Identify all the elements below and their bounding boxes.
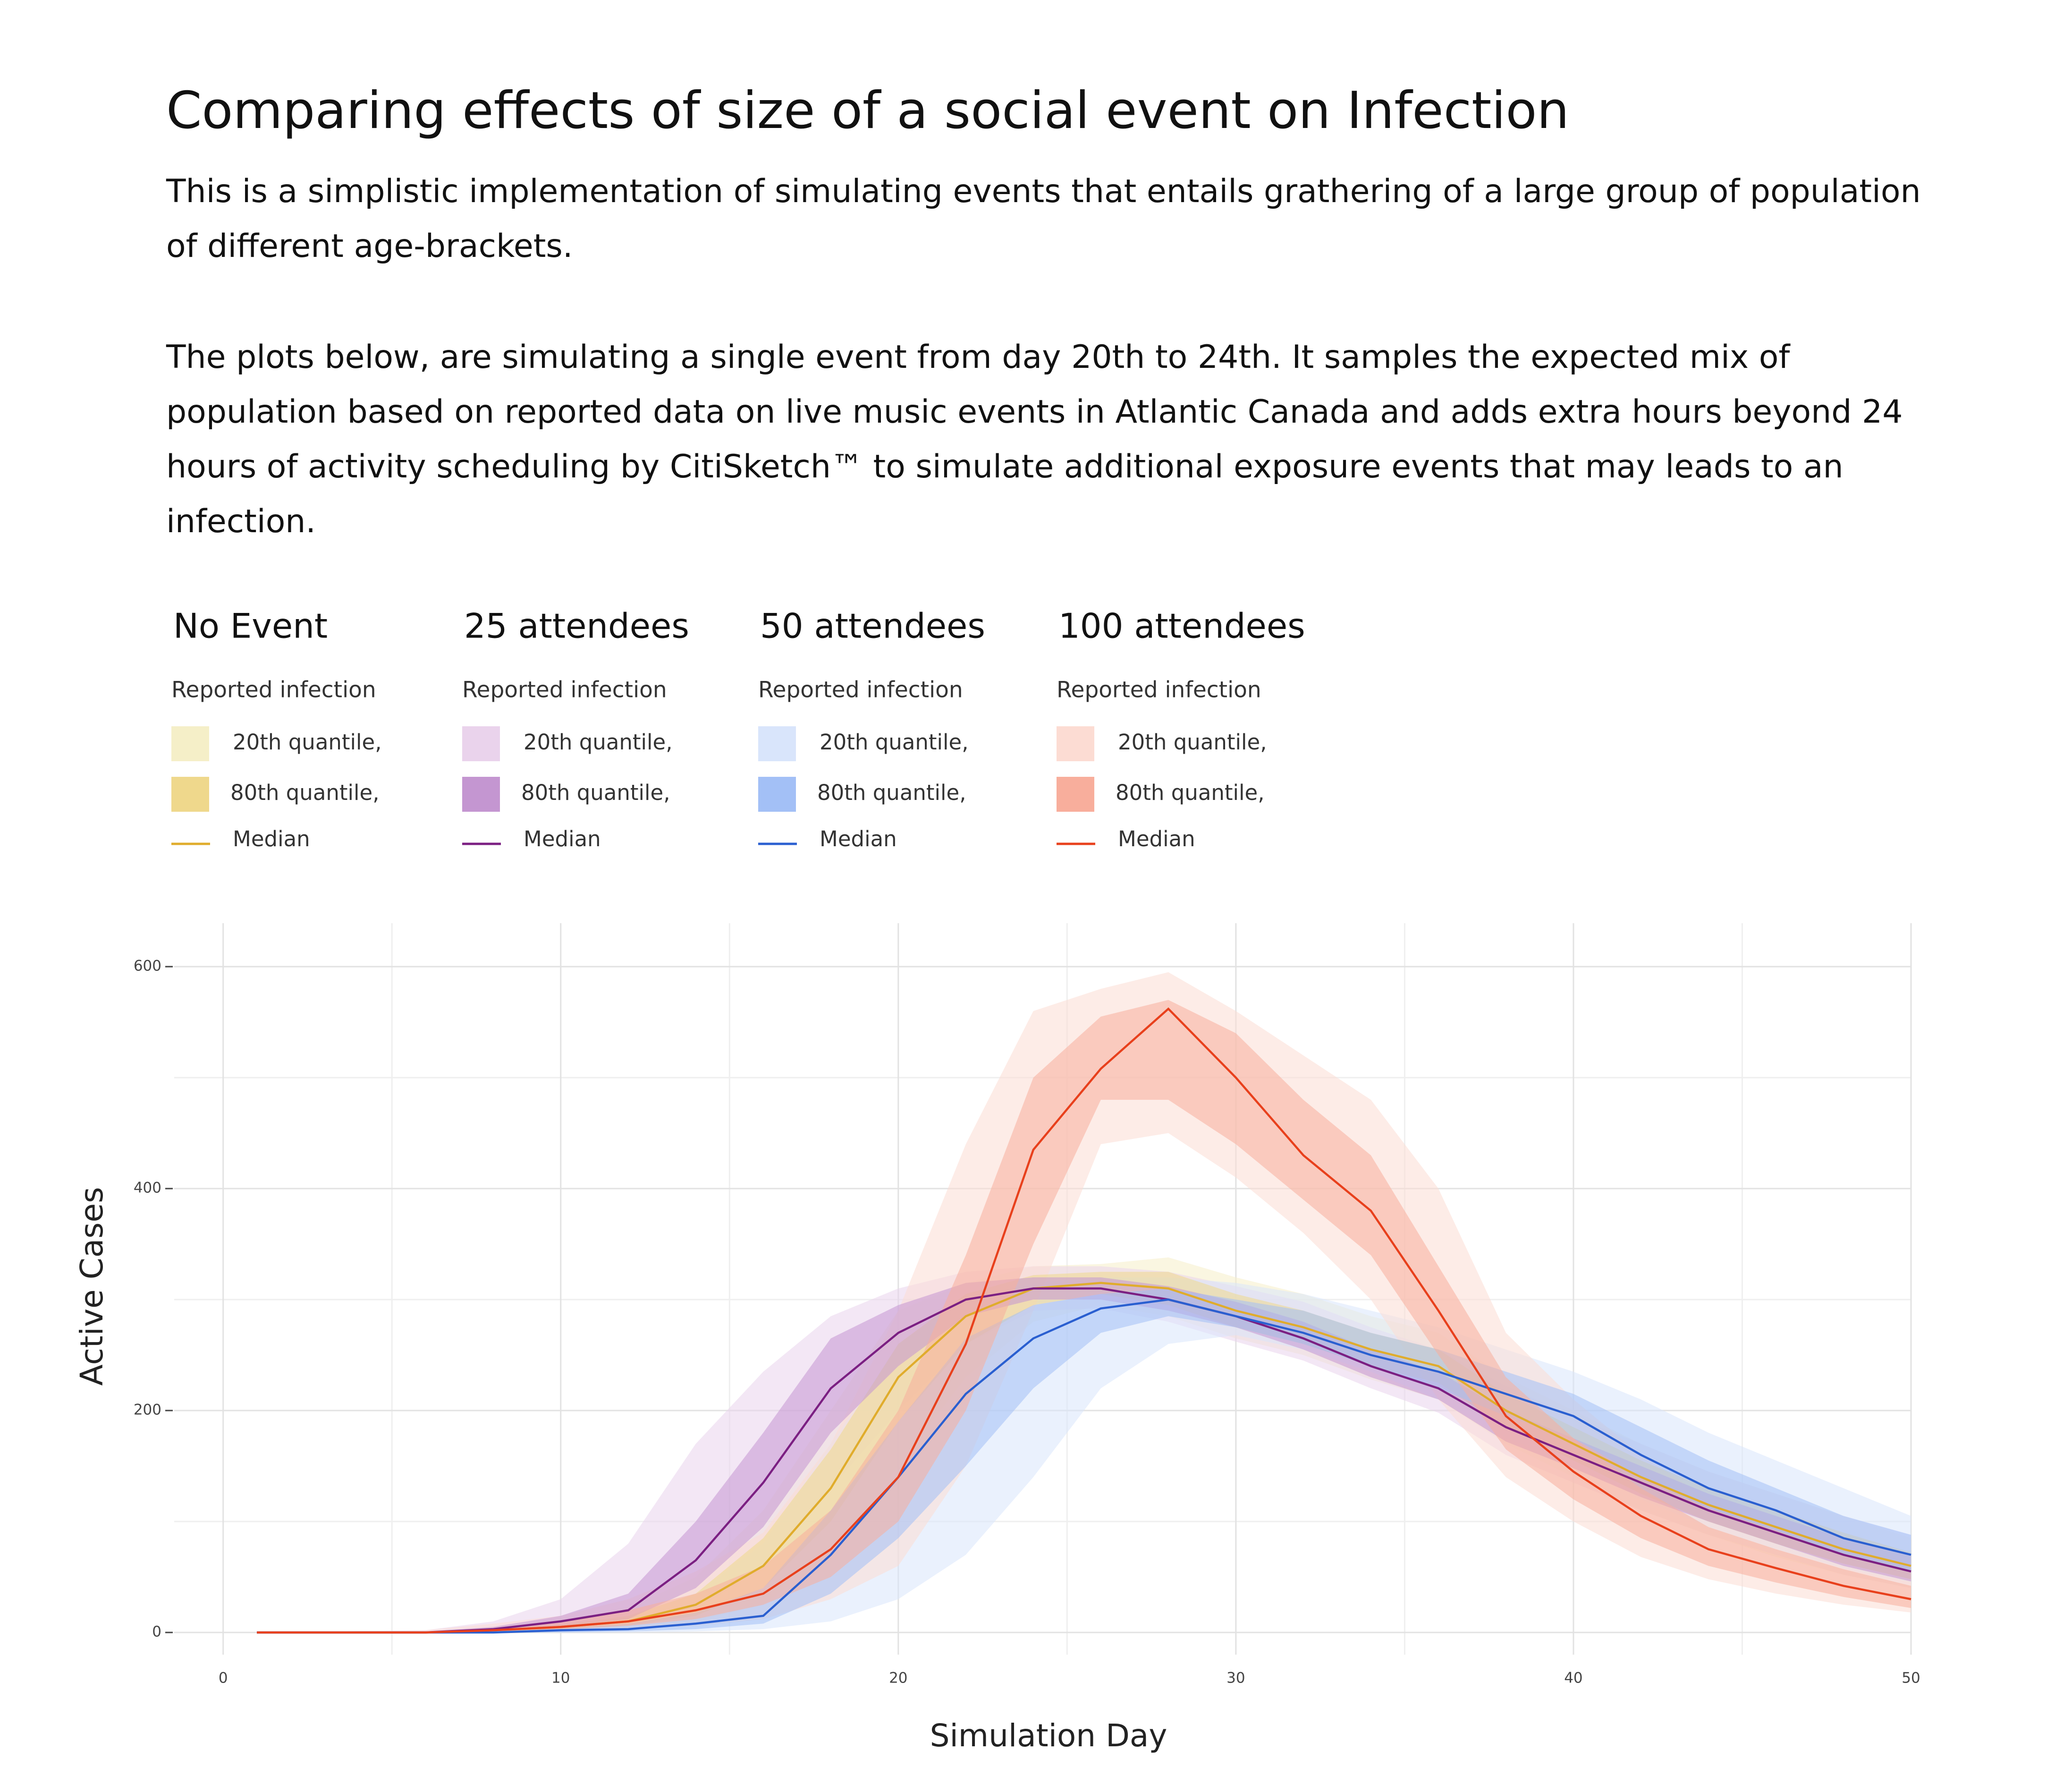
legend-swatch	[1057, 777, 1094, 812]
legend-swatch	[462, 726, 500, 761]
legend-label: Median	[820, 826, 897, 851]
legend-swatch	[758, 726, 796, 761]
page-title: Comparing effects of size of a social ev…	[166, 81, 1569, 140]
x-tick-label: 20	[889, 1670, 907, 1687]
y-axis-title: Active Cases	[74, 1187, 110, 1386]
y-tick-label: 600	[134, 958, 161, 975]
legend-heading: Reported infection	[758, 677, 963, 703]
x-tick-label: 40	[1564, 1670, 1582, 1687]
legend-label: Median	[524, 826, 601, 851]
legend-title: 50 attendees	[760, 606, 985, 646]
legend-label: 20th quantile,	[524, 730, 673, 755]
legend-label: 80th quantile,	[817, 780, 966, 805]
quantile-band	[257, 1000, 1911, 1632]
legend-label: 80th quantile,	[230, 780, 380, 805]
legend-label: 20th quantile,	[1118, 730, 1267, 755]
legend-swatch	[462, 777, 500, 812]
legend-heading: Reported infection	[171, 677, 376, 703]
legend-heading: Reported infection	[462, 677, 667, 703]
median-line	[257, 1007, 1911, 1634]
description: The plots below, are simulating a single…	[166, 339, 1903, 540]
y-tick-label: 400	[134, 1180, 161, 1197]
legend-swatch	[171, 726, 209, 761]
description: This is a simplistic implementation of s…	[166, 173, 1921, 265]
y-tick-label: 200	[134, 1402, 161, 1419]
legend-title: No Event	[173, 606, 328, 646]
legend-label: 80th quantile,	[1116, 780, 1265, 805]
legend-swatch	[758, 777, 796, 812]
legend-title: 25 attendees	[464, 606, 689, 646]
quantile-band	[257, 1288, 1911, 1632]
y-tick-label: 0	[152, 1624, 161, 1640]
x-tick-label: 30	[1226, 1670, 1245, 1687]
legend-label: 80th quantile,	[521, 780, 670, 805]
legend-title: 100 attendees	[1058, 606, 1305, 646]
legend-swatch	[171, 777, 209, 812]
legend-label: Median	[233, 826, 310, 851]
x-tick-label: 10	[551, 1670, 570, 1687]
x-tick-label: 50	[1902, 1670, 1920, 1687]
median-line	[257, 1298, 1911, 1634]
x-axis-title: Simulation Day	[930, 1717, 1167, 1754]
legend-heading: Reported infection	[1057, 677, 1261, 703]
quantile-band	[257, 1266, 1911, 1632]
legend-label: 20th quantile,	[233, 730, 382, 755]
legend-swatch	[1057, 726, 1094, 761]
median-line	[257, 1287, 1911, 1634]
legend-label: 20th quantile,	[820, 730, 969, 755]
x-tick-label: 0	[219, 1670, 228, 1687]
legend-label: Median	[1118, 826, 1195, 851]
